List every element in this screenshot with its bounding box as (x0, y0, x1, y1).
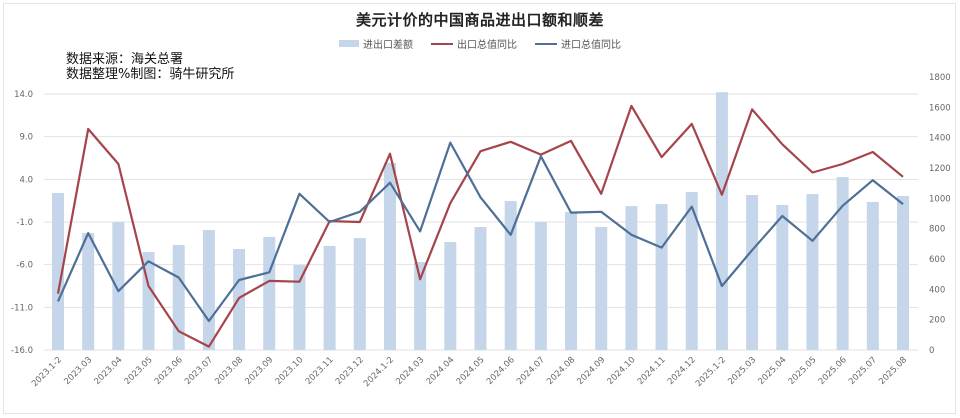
x-axis-label: 2025.04 (756, 355, 788, 387)
import-growth-line (56, 141, 904, 323)
x-axis-label: 2025.06 (817, 355, 849, 387)
balance-bar (474, 226, 487, 350)
legend-label: 出口总值同比 (457, 40, 517, 51)
balance-bar (263, 237, 276, 350)
left-axis-tick: -16.0 (11, 346, 33, 356)
x-axis-label: 2023.04 (93, 355, 125, 387)
gridlines (44, 93, 918, 351)
balance-bar (504, 201, 517, 350)
balance-bar (897, 196, 909, 350)
balance-bar (383, 162, 396, 350)
balance-bar (625, 206, 638, 350)
balance-bar (353, 238, 366, 350)
source-note: 数据来源：海关总署 数据整理%制图：骑牛研究所 (66, 52, 234, 82)
balance-bar (746, 194, 759, 350)
legend-label: 进口总值同比 (561, 40, 621, 51)
left-axis-tick: 4.0 (19, 175, 33, 185)
legend-item-export: 出口总值同比 (431, 36, 517, 51)
right-axis: 1800 1600 1400 1200 1000 800 600 400 200 0 (929, 73, 951, 356)
right-axis-tick: 1000 (929, 194, 951, 204)
balance-bar (82, 233, 95, 350)
x-axis-label: 2025.08 (877, 355, 909, 387)
right-axis-tick: 1600 (929, 103, 951, 113)
source-line: 数据来源：海关总署 (66, 52, 184, 67)
right-axis-tick: 600 (929, 255, 945, 265)
x-axis-label: 2024.10 (606, 355, 638, 387)
balance-bar (776, 205, 789, 350)
legend-item-import: 进口总值同比 (535, 36, 621, 51)
legend-item-balance: 进出口差额 (339, 36, 413, 51)
growth-lines (56, 104, 904, 348)
balance-bar (685, 191, 698, 350)
balance-bars (52, 92, 909, 351)
left-axis: 14.0 9.0 4.0 -1.0 -6.0 -11.0 -16.0 (11, 90, 33, 356)
balance-bar (414, 262, 427, 350)
right-axis-tick: 800 (929, 225, 945, 235)
balance-bar (595, 226, 608, 350)
balance-bar (52, 193, 64, 350)
legend-bar-swatch (339, 40, 359, 47)
right-axis-tick: 1400 (929, 134, 951, 144)
chart-title: 美元计价的中国商品进出口额和顺差 (355, 11, 604, 29)
x-axis-label: 2023.03 (62, 355, 94, 387)
x-axis-label: 2023.09 (243, 355, 275, 387)
right-axis-tick: 1800 (929, 73, 951, 83)
x-axis-label: 2024.07 (515, 355, 547, 387)
balance-bar (565, 211, 578, 350)
legend-line-swatch (535, 42, 557, 45)
x-axis-label: 2025.03 (726, 355, 758, 387)
x-axis-label: 2024.08 (545, 355, 577, 387)
balance-bar (112, 221, 125, 350)
legend: 进出口差额 出口总值同比 进口总值同比 (0, 36, 960, 51)
x-axis-label: 2023.11 (304, 355, 336, 387)
x-axis-label: 2023.10 (274, 355, 306, 387)
balance-bar (293, 265, 306, 350)
export-growth-line (56, 104, 904, 348)
left-axis-tick: 14.0 (14, 90, 33, 100)
balance-bar (444, 242, 457, 350)
left-axis-tick: -1.0 (16, 218, 33, 228)
x-axis-label: 2024.09 (575, 355, 607, 387)
right-axis-tick: 400 (929, 285, 945, 295)
balance-bar (866, 201, 879, 350)
x-axis-label: 2025.1-2 (694, 355, 728, 389)
balance-bar (172, 245, 185, 350)
legend-label: 进出口差额 (363, 40, 413, 51)
balance-bar (655, 204, 668, 350)
balance-bar (323, 245, 336, 350)
x-axis-label: 2024.04 (425, 355, 457, 387)
legend-line-swatch (431, 42, 453, 45)
x-axis-label: 2025.07 (847, 355, 879, 387)
right-axis-tick: 1200 (929, 164, 951, 174)
x-axis-label: 2024.05 (455, 355, 487, 387)
left-axis-tick: -6.0 (16, 261, 33, 271)
balance-bar (202, 230, 215, 350)
x-axis-label: 2023.1-2 (30, 355, 64, 389)
balance-bar (534, 221, 547, 350)
balance-bar (715, 92, 728, 351)
right-axis-tick: 0 (929, 346, 934, 356)
balance-bar (806, 194, 819, 350)
x-axis-label: 2023.05 (123, 355, 155, 387)
x-axis: 2023.1-22023.032023.042023.052023.062023… (30, 355, 909, 389)
x-axis-label: 2024.06 (485, 355, 517, 387)
x-axis-label: 2023.08 (213, 355, 245, 387)
balance-bar (836, 177, 849, 350)
x-axis-label: 2024.11 (636, 355, 668, 387)
left-axis-tick: 9.0 (19, 133, 33, 143)
left-axis-tick: -11.0 (11, 303, 33, 313)
x-axis-label: 2025.05 (787, 355, 819, 387)
x-axis-label: 2023.07 (183, 355, 215, 387)
x-axis-label: 2024.1-2 (362, 355, 396, 389)
x-axis-label: 2024.03 (394, 355, 426, 387)
x-axis-label: 2023.06 (153, 355, 185, 387)
source-line: 数据整理%制图：骑牛研究所 (66, 67, 235, 82)
right-axis-tick: 200 (929, 316, 945, 326)
